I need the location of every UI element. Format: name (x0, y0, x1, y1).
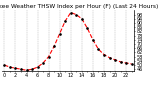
Title: Milwaukee Weather THSW Index per Hour (F) (Last 24 Hours): Milwaukee Weather THSW Index per Hour (F… (0, 4, 158, 9)
